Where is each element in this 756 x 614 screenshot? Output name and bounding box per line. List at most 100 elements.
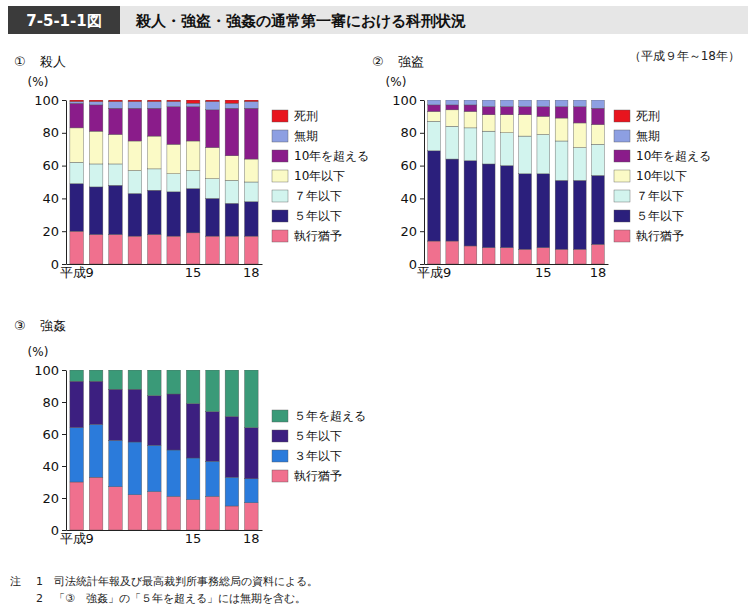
- legend-label: 無期: [636, 129, 660, 143]
- y-tick-mark: [420, 198, 424, 199]
- bar-segment: [206, 198, 220, 236]
- bar-segment: [428, 100, 441, 105]
- note: 1 司法統計年報及び最高裁判所事務総局の資料による。: [36, 575, 318, 588]
- bar-segment: [555, 249, 568, 264]
- y-tick-mark: [62, 166, 66, 167]
- series: [428, 121, 605, 180]
- bar-segment: [519, 100, 532, 101]
- legend-item: ７年以下: [272, 189, 342, 203]
- bar-segment: [206, 412, 220, 462]
- bar-segment: [482, 131, 495, 164]
- chart-number: ③: [14, 318, 26, 333]
- y-tick-label: 60: [42, 158, 59, 173]
- chart: 020406080100平成91518: [34, 363, 262, 547]
- bar-segment: [464, 105, 477, 112]
- legend: 死刑無期10年を超える10年以下７年以下５年以下執行猶予: [614, 109, 711, 243]
- bar-segment: [573, 123, 586, 148]
- bar-segment: [592, 144, 605, 175]
- bar-segment: [186, 458, 200, 500]
- legend-swatch: [272, 230, 288, 242]
- y-axis-title: (%): [386, 75, 407, 89]
- bar-segment: [148, 136, 162, 169]
- bar-segment: [446, 110, 459, 126]
- chart-title: 強盗: [398, 54, 424, 69]
- legend-label: ３年以下: [294, 449, 342, 463]
- bar-segment: [109, 185, 123, 234]
- bar-segment: [109, 100, 123, 102]
- bar-segment: [428, 100, 441, 101]
- bar-segment: [167, 450, 181, 496]
- y-tick: 60: [400, 158, 424, 173]
- y-tick-mark: [62, 402, 66, 403]
- legend-swatch: [272, 190, 288, 202]
- legend-label: 無期: [294, 129, 318, 143]
- legend-item: ７年以下: [614, 189, 684, 203]
- y-tick: 60: [42, 427, 66, 442]
- x-tick: 15: [185, 530, 202, 546]
- series: [70, 100, 258, 103]
- bar-segment: [482, 248, 495, 264]
- y-tick-label: 80: [400, 125, 417, 140]
- legend-swatch: [272, 110, 288, 122]
- legend-swatch: [614, 210, 630, 222]
- x-axis-line: [67, 530, 263, 531]
- bar-segment: [206, 236, 220, 264]
- legend-label: 死刑: [636, 109, 660, 123]
- legend-item: 10年以下: [614, 169, 687, 183]
- bar-segment: [225, 108, 239, 156]
- bar-segment: [245, 102, 259, 109]
- legend-swatch: [272, 450, 288, 462]
- legend-label: 執行猶予: [636, 229, 684, 243]
- bar-segment: [482, 100, 495, 107]
- bar-segment: [537, 134, 550, 173]
- bar-segment: [225, 236, 239, 264]
- bar-segment: [186, 107, 200, 141]
- legend-swatch: [614, 190, 630, 202]
- legend-item: ３年以下: [272, 449, 342, 463]
- bar-segment: [537, 116, 550, 134]
- bar-segment: [89, 100, 103, 102]
- bar-segment: [148, 100, 162, 102]
- legend-label: ７年以下: [294, 189, 342, 203]
- bar-segment: [446, 100, 459, 105]
- bar-segment: [109, 108, 123, 134]
- chart-number: ①: [14, 54, 26, 69]
- bar-segment: [464, 100, 477, 101]
- x-tick-label: 平成9: [60, 531, 94, 546]
- bar-segment: [573, 249, 586, 264]
- bar-segment: [225, 100, 239, 103]
- bar-segment: [446, 241, 459, 264]
- plot-area: [428, 100, 605, 264]
- bar-segment: [186, 370, 200, 404]
- bar-segment: [70, 370, 84, 381]
- bar-segment: [245, 108, 259, 159]
- bar-segment: [70, 128, 84, 162]
- bar-segment: [225, 477, 239, 506]
- bar-segment: [206, 370, 220, 412]
- bar-segment: [482, 115, 495, 131]
- bar-segment: [225, 370, 239, 416]
- x-tick: 平成9: [60, 530, 94, 546]
- y-tick-mark: [62, 498, 66, 499]
- bar-segment: [446, 105, 459, 110]
- x-tick-label: 平成9: [417, 265, 451, 280]
- legend-swatch: [272, 130, 288, 142]
- bar-segment: [225, 156, 239, 181]
- bar-segment: [70, 102, 84, 104]
- bar-segment: [148, 234, 162, 264]
- y-tick-mark: [62, 100, 66, 101]
- bar-segment: [148, 169, 162, 190]
- bar-segment: [70, 103, 84, 128]
- bar-segment: [573, 107, 586, 123]
- plot-area: [70, 100, 258, 264]
- y-tick-mark: [62, 198, 66, 199]
- bar-segment: [428, 241, 441, 264]
- bar-segment: [89, 131, 103, 164]
- legend-item: 10年を超える: [272, 149, 369, 163]
- y-axis-title: (%): [28, 75, 49, 89]
- bar-segment: [245, 202, 259, 236]
- bar-segment: [186, 171, 200, 189]
- legend-swatch: [614, 110, 630, 122]
- bar-segment: [537, 100, 550, 101]
- bar-segment: [537, 174, 550, 248]
